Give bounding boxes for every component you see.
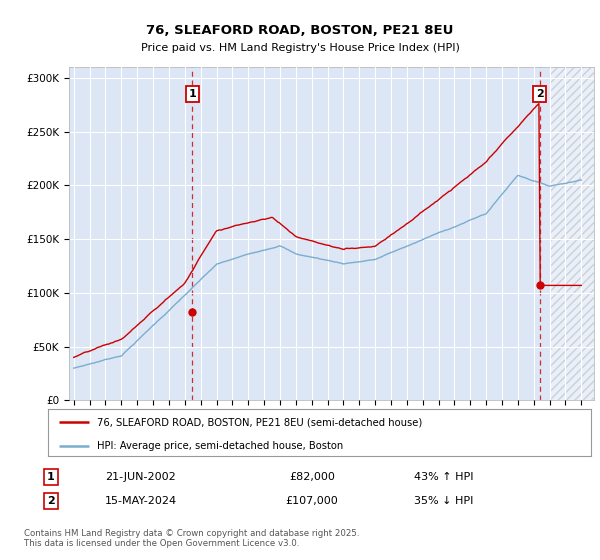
Text: 2: 2 — [47, 496, 55, 506]
Text: HPI: Average price, semi-detached house, Boston: HPI: Average price, semi-detached house,… — [97, 441, 343, 451]
Text: 1: 1 — [188, 89, 196, 99]
Text: Contains HM Land Registry data © Crown copyright and database right 2025.
This d: Contains HM Land Registry data © Crown c… — [24, 529, 359, 548]
Text: 1: 1 — [47, 472, 55, 482]
Text: 15-MAY-2024: 15-MAY-2024 — [105, 496, 177, 506]
Text: 76, SLEAFORD ROAD, BOSTON, PE21 8EU: 76, SLEAFORD ROAD, BOSTON, PE21 8EU — [146, 24, 454, 38]
Text: 43% ↑ HPI: 43% ↑ HPI — [414, 472, 474, 482]
Text: £82,000: £82,000 — [289, 472, 335, 482]
Text: 2: 2 — [536, 89, 544, 99]
Text: £107,000: £107,000 — [286, 496, 338, 506]
Text: 35% ↓ HPI: 35% ↓ HPI — [415, 496, 473, 506]
Text: 21-JUN-2002: 21-JUN-2002 — [106, 472, 176, 482]
Text: 76, SLEAFORD ROAD, BOSTON, PE21 8EU (semi-detached house): 76, SLEAFORD ROAD, BOSTON, PE21 8EU (sem… — [97, 417, 422, 427]
Text: Price paid vs. HM Land Registry's House Price Index (HPI): Price paid vs. HM Land Registry's House … — [140, 43, 460, 53]
